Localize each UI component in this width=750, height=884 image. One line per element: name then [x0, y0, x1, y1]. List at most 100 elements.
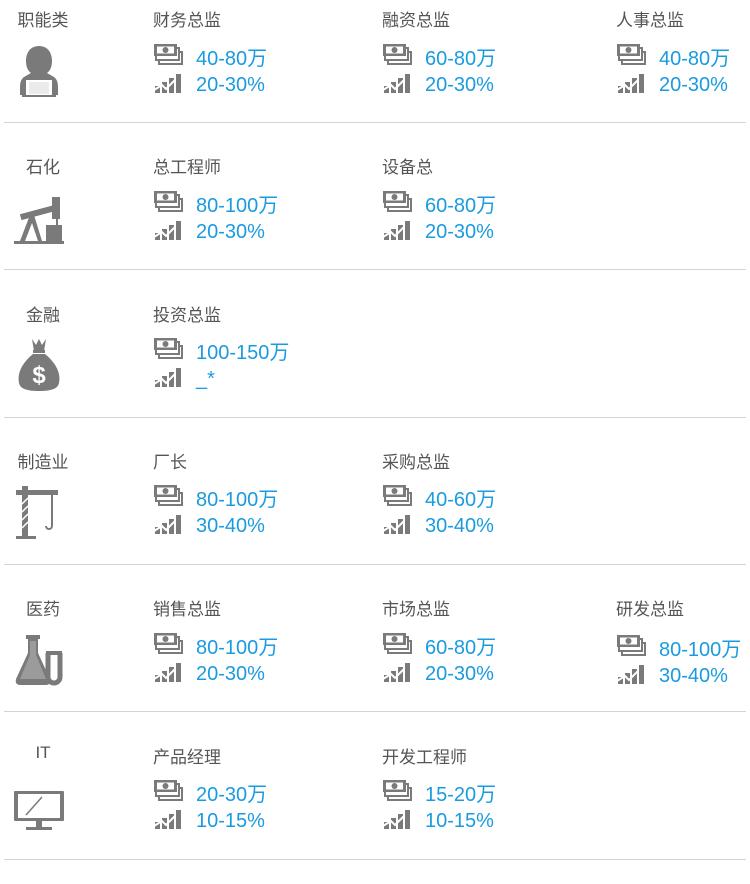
growth-chart-icon [382, 72, 412, 99]
industry-label: 金融 [26, 305, 60, 325]
growth-line: 10-15% [382, 809, 494, 835]
woman-at-laptop-icon [12, 42, 66, 98]
growth-chart-icon [382, 808, 412, 835]
salary-value: 80-100万 [659, 638, 742, 661]
salary-line: 60-80万 [382, 43, 497, 70]
row-divider [4, 858, 746, 860]
job-title: 设备总 [382, 158, 433, 178]
job-title: 厂长 [153, 452, 187, 472]
industry-row: 职能类 财务总监 40-80万 20-30% 融资总监 60-80万 20-30… [0, 0, 750, 147]
job-card: 厂长 80-100万 30-40% [153, 442, 313, 552]
salary-line: 80-100万 [153, 190, 279, 217]
job-card: 销售总监 80-100万 20-30% [153, 589, 313, 699]
cash-icon [153, 43, 183, 70]
salary-value: 80-100万 [196, 489, 279, 512]
growth-value: 20-30% [196, 662, 265, 685]
growth-chart-icon [153, 513, 183, 540]
job-card: 人事总监 40-80万 20-30% [616, 0, 750, 110]
job-title: 产品经理 [153, 747, 221, 767]
job-card: 融资总监 60-80万 20-30% [382, 0, 542, 110]
job-title: 投资总监 [153, 305, 221, 325]
salary-line: 80-100万 [153, 632, 279, 659]
growth-chart-icon [153, 661, 183, 688]
growth-chart-icon [616, 663, 646, 690]
growth-chart-icon [153, 808, 183, 835]
growth-line: 20-30% [382, 661, 494, 687]
salary-value: 80-100万 [196, 636, 279, 659]
growth-line: _* [153, 367, 215, 393]
salary-value: 80-100万 [196, 194, 279, 217]
salary-line: 20-30万 [153, 780, 267, 806]
salary-value: 15-20万 [425, 784, 497, 806]
industry-row: 医药 销售总监 80-100万 20-30% 市场总监 60-80万 20-30… [0, 589, 750, 736]
cash-icon [382, 632, 412, 659]
job-title: 融资总监 [382, 11, 450, 30]
crane-icon [12, 484, 66, 540]
salary-value: 40-60万 [425, 489, 497, 512]
salary-line: 40-60万 [382, 485, 496, 511]
oil-pump-icon [12, 189, 66, 245]
cash-icon [616, 634, 646, 661]
growth-chart-icon [153, 72, 183, 99]
job-title: 研发总监 [616, 600, 684, 620]
growth-line: 30-40% [616, 663, 728, 689]
cash-icon [382, 43, 412, 70]
growth-line: 30-40% [153, 514, 265, 540]
cash-icon [382, 190, 412, 217]
growth-line: 10-15% [153, 809, 265, 835]
svg-text:$: $ [32, 362, 46, 389]
growth-line: 20-30% [153, 72, 265, 98]
growth-chart-icon [153, 219, 183, 246]
cash-icon [382, 779, 412, 806]
growth-chart-icon [382, 219, 412, 246]
job-card: 财务总监 40-80万 20-30% [153, 0, 313, 110]
growth-value: 10-15% [425, 810, 494, 832]
job-card: 开发工程师 15-20万 10-15% [382, 737, 542, 847]
industry-row: 金融 $ 投资总监 100-150万 _* [0, 295, 750, 442]
salary-line: 40-80万 [616, 43, 731, 70]
growth-line: 20-30% [382, 72, 494, 98]
monitor-icon [12, 779, 66, 835]
job-card: 产品经理 20-30万 10-15% [153, 737, 313, 847]
growth-value: 10-15% [196, 810, 265, 832]
salary-line: 60-80万 [382, 190, 497, 217]
salary-value: 40-80万 [196, 47, 268, 70]
row-divider [4, 416, 746, 418]
job-card: 市场总监 60-80万 20-30% [382, 589, 542, 699]
salary-value: 60-80万 [425, 636, 497, 659]
job-card: 投资总监 100-150万 _* [153, 295, 313, 405]
salary-line: 100-150万 [153, 338, 289, 364]
job-card: 采购总监 40-60万 30-40% [382, 442, 542, 552]
job-title: 开发工程师 [382, 747, 467, 767]
industry-label: 医药 [26, 600, 60, 620]
cash-icon [153, 337, 183, 364]
growth-value: 20-30% [425, 662, 494, 685]
cash-icon [153, 190, 183, 217]
industry-label: 制造业 [17, 452, 69, 472]
growth-chart-icon [382, 661, 412, 688]
salary-value: 60-80万 [425, 47, 497, 70]
job-title: 财务总监 [153, 11, 221, 30]
salary-value: 100-150万 [196, 342, 290, 365]
growth-line: 20-30% [616, 72, 728, 98]
row-divider [4, 269, 746, 271]
salary-line: 15-20万 [382, 780, 496, 806]
growth-line: 20-30% [153, 661, 265, 687]
job-card: 研发总监 80-100万 30-40% [616, 589, 750, 699]
flask-icon [12, 631, 66, 687]
growth-value: 30-40% [196, 515, 265, 538]
salary-value: 40-80万 [659, 47, 731, 70]
salary-value: 60-80万 [425, 194, 497, 217]
job-title: 销售总监 [153, 600, 221, 620]
job-title: 采购总监 [382, 452, 450, 472]
cash-icon [153, 484, 183, 511]
cash-icon [153, 632, 183, 659]
job-title: 人事总监 [616, 11, 684, 30]
growth-value: 20-30% [425, 220, 494, 243]
cash-icon [153, 779, 183, 806]
cash-icon [382, 484, 412, 511]
industry-row: 石化 总工程师 80-100万 20-30% 设备总 60-80万 20-30% [0, 147, 750, 294]
growth-value: 30-40% [425, 515, 494, 538]
growth-line: 20-30% [382, 219, 494, 245]
money-bag-icon: $ [12, 337, 66, 393]
